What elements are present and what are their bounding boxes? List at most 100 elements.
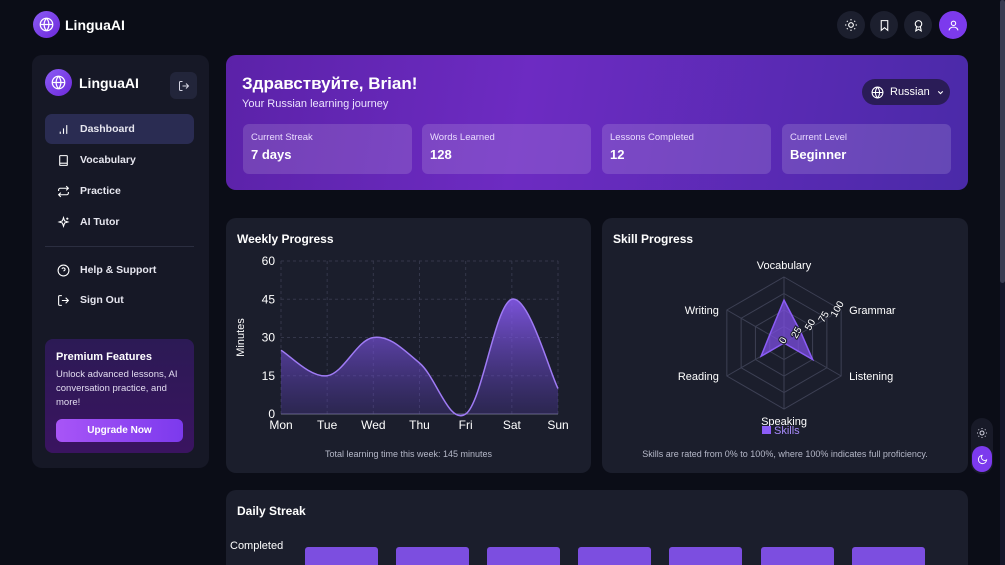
stat-value: 128 <box>430 147 452 162</box>
page-scrollbar[interactable] <box>1000 0 1005 565</box>
user-icon[interactable] <box>939 11 967 39</box>
stat-value: Beginner <box>790 147 847 162</box>
legend-label: Skills <box>774 425 800 437</box>
y-tick-label: 60 <box>262 254 276 268</box>
stat-label: Words Learned <box>430 132 495 143</box>
radar-axis-label: Vocabulary <box>757 260 812 272</box>
moon-icon[interactable] <box>972 446 992 472</box>
premium-text: Unlock advanced lessons, AI conversation… <box>56 369 178 408</box>
sidebar-divider <box>45 246 194 247</box>
sidebar-item-ai-tutor[interactable]: AI Tutor <box>45 207 194 237</box>
stat-value: 7 days <box>251 147 292 162</box>
stat-card-lessons: Lessons Completed 12 <box>602 124 771 174</box>
skill-progress-note: Skills are rated from 0% to 100%, where … <box>642 449 928 459</box>
premium-card: Premium Features Unlock advanced lessons… <box>45 339 194 453</box>
stat-label: Current Level <box>790 132 848 143</box>
weekly-progress-title: Weekly Progress <box>237 232 334 246</box>
weekly-line <box>280 298 559 417</box>
sidebar-item-help[interactable]: Help & Support <box>45 255 194 285</box>
sidebar-item-label: Vocabulary <box>80 154 136 166</box>
globe-icon <box>871 86 884 98</box>
x-tick-label: Tue <box>317 418 338 432</box>
radar-axis-label: Speaking <box>761 416 807 428</box>
weekly-area <box>281 299 558 416</box>
daily-streak-ylabel: Completed <box>230 540 284 552</box>
radar-axis-label: Reading <box>678 371 719 383</box>
streak-bar <box>396 547 469 565</box>
globe-logo-icon <box>45 69 72 96</box>
sparkles-icon <box>57 215 70 228</box>
welcome-banner: Здравствуйте, Brian! Your Russian learni… <box>226 55 968 190</box>
help-circle-icon <box>57 264 70 276</box>
globe-logo-icon <box>33 11 60 38</box>
sun-icon[interactable] <box>976 426 988 444</box>
top-bar: LinguaAI <box>0 0 1000 50</box>
radar-series-skills <box>759 298 815 362</box>
greeting-title: Здравствуйте, Brian! <box>242 74 418 93</box>
y-tick-label: 30 <box>262 331 276 345</box>
bookmark-icon[interactable] <box>870 11 898 39</box>
y-axis-label: Minutes <box>235 318 247 357</box>
sun-icon[interactable] <box>837 11 865 39</box>
stat-card-streak: Current Streak 7 days <box>243 124 412 174</box>
log-out-icon <box>58 294 70 306</box>
weekly-progress-chart: 0 15 30 45 60 Mon Tue Wed Thu Fri Sat Sun Minutes <box>235 254 569 432</box>
streak-bar <box>761 547 834 565</box>
y-tick-label: 45 <box>262 292 276 306</box>
app-title: LinguaAI <box>65 17 125 33</box>
x-tick-label: Thu <box>409 418 430 432</box>
stat-label: Current Streak <box>251 132 313 143</box>
sidebar-item-label: Help & Support <box>80 264 157 276</box>
upgrade-button[interactable]: Upgrade Now <box>56 419 183 442</box>
weekly-progress-card: Weekly Progress 0 15 30 45 60 Mon Tue Wed Thu Fri… <box>226 218 591 473</box>
sidebar-item-label: Practice <box>80 185 121 197</box>
sidebar-item-sign-out[interactable]: Sign Out <box>45 285 194 315</box>
radar-axis-label: Grammar <box>849 305 896 317</box>
streak-bar <box>578 547 651 565</box>
sidebar-item-label: Dashboard <box>80 123 135 135</box>
weekly-progress-note: Total learning time this week: 145 minut… <box>324 449 493 459</box>
theme-toggle[interactable] <box>971 418 993 474</box>
streak-bar <box>852 547 925 565</box>
x-tick-label: Fri <box>459 418 473 432</box>
sidebar-item-label: Sign Out <box>80 294 124 306</box>
stat-card-words: Words Learned 128 <box>422 124 591 174</box>
y-tick-label: 0 <box>268 407 275 421</box>
y-tick-label: 15 <box>262 369 276 383</box>
repeat-icon <box>57 185 70 197</box>
skill-progress-title: Skill Progress <box>613 232 694 246</box>
sidebar-item-vocabulary[interactable]: Vocabulary <box>45 145 194 175</box>
radar-axis-label: Listening <box>849 371 893 383</box>
chevron-down-icon <box>937 90 943 94</box>
radar-tick-label: 100 <box>829 299 847 319</box>
x-tick-label: Wed <box>361 418 385 432</box>
streak-bar <box>487 547 560 565</box>
daily-streak-title: Daily Streak <box>237 504 306 518</box>
language-selector[interactable]: Russian <box>862 79 950 105</box>
collapse-sidebar-button[interactable] <box>170 72 197 99</box>
skill-progress-card: Skill Progress 0 25 50 75 100 Vocabulary Gramm… <box>602 218 968 473</box>
radar-axis-label: Writing <box>685 305 719 317</box>
x-tick-label: Sun <box>547 418 568 432</box>
sidebar-brand: LinguaAI <box>79 75 139 91</box>
premium-title: Premium Features <box>56 351 152 363</box>
skill-radar-chart: 0255075100VocabularyGrammarListeningSpea… <box>678 260 896 437</box>
legend-swatch <box>762 426 771 434</box>
sidebar: LinguaAI Dashboard Vocabulary Practice A… <box>32 55 209 468</box>
stat-label: Lessons Completed <box>610 132 694 143</box>
book-icon <box>59 154 68 166</box>
language-label: Russian <box>890 86 930 98</box>
streak-bar <box>669 547 742 565</box>
stat-value: 12 <box>610 147 625 162</box>
bar-chart-icon <box>59 124 68 134</box>
greeting-subtitle: Your Russian learning journey <box>242 98 389 110</box>
streak-bar <box>305 547 378 565</box>
log-out-icon <box>178 80 189 91</box>
x-tick-label: Mon <box>269 418 292 432</box>
x-tick-label: Sat <box>503 418 522 432</box>
sidebar-item-label: AI Tutor <box>80 216 120 228</box>
sidebar-item-practice[interactable]: Practice <box>45 176 194 206</box>
award-icon[interactable] <box>904 11 932 39</box>
stat-card-level: Current Level Beginner <box>782 124 951 174</box>
sidebar-item-dashboard[interactable]: Dashboard <box>45 114 194 144</box>
